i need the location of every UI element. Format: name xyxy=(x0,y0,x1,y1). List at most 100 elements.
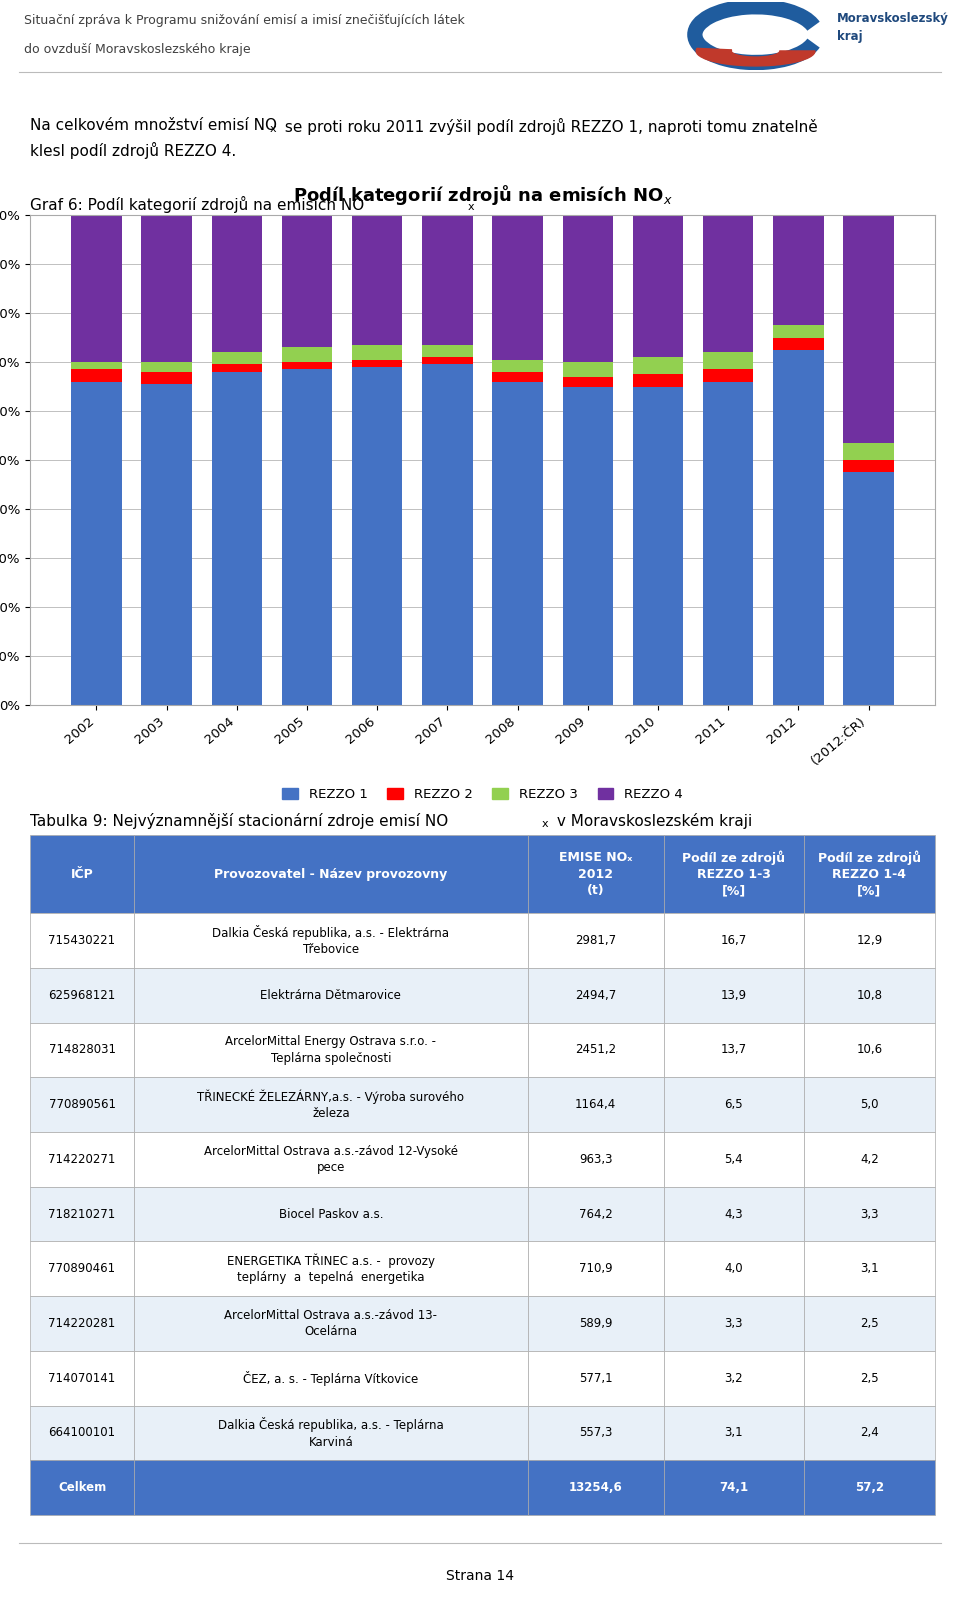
Bar xyxy=(30,1077,134,1133)
Bar xyxy=(663,1461,804,1515)
Text: Strana 14: Strana 14 xyxy=(446,1568,514,1582)
Text: 13,7: 13,7 xyxy=(721,1043,747,1056)
Bar xyxy=(71,381,122,706)
Text: 710,9: 710,9 xyxy=(579,1262,612,1275)
Bar xyxy=(663,1133,804,1187)
Text: x: x xyxy=(468,202,474,211)
Bar xyxy=(528,1350,663,1405)
Text: klesl podíl zdrojů REZZO 4.: klesl podíl zdrojů REZZO 4. xyxy=(30,142,236,158)
Bar xyxy=(563,214,613,362)
Bar xyxy=(804,1350,935,1405)
Text: 4,0: 4,0 xyxy=(725,1262,743,1275)
Text: 770890561: 770890561 xyxy=(49,1098,115,1110)
Bar xyxy=(134,1296,528,1350)
Text: 3,3: 3,3 xyxy=(725,1317,743,1330)
Text: Provozovatel - Název provozovny: Provozovatel - Název provozovny xyxy=(214,867,447,880)
Text: Celkem: Celkem xyxy=(58,1482,107,1494)
Text: EMISE NOₓ
2012
(t): EMISE NOₓ 2012 (t) xyxy=(559,851,633,898)
Bar xyxy=(563,362,613,376)
Bar xyxy=(422,365,472,706)
Bar xyxy=(352,214,402,346)
Bar xyxy=(843,472,894,706)
Bar xyxy=(30,835,134,914)
Bar xyxy=(492,371,542,381)
Text: 2981,7: 2981,7 xyxy=(575,934,616,947)
Bar xyxy=(843,443,894,461)
Text: 589,9: 589,9 xyxy=(579,1317,612,1330)
Title: Podíl kategorií zdrojů na emisích NO$_x$: Podíl kategorií zdrojů na emisích NO$_x$ xyxy=(293,182,672,206)
Bar xyxy=(134,914,528,968)
Bar xyxy=(134,1242,528,1296)
Bar xyxy=(804,1242,935,1296)
Text: 12,9: 12,9 xyxy=(856,934,882,947)
Bar xyxy=(843,214,894,443)
Bar xyxy=(633,374,684,387)
Bar xyxy=(281,370,332,706)
Bar xyxy=(492,381,542,706)
Text: 714070141: 714070141 xyxy=(48,1371,115,1384)
Bar xyxy=(703,370,754,381)
Bar xyxy=(422,357,472,365)
Text: 16,7: 16,7 xyxy=(721,934,747,947)
Bar xyxy=(633,214,684,357)
Text: 5,0: 5,0 xyxy=(860,1098,878,1110)
Bar xyxy=(703,214,754,352)
Bar xyxy=(211,365,262,371)
Text: 2,5: 2,5 xyxy=(860,1371,878,1384)
Text: Elektrárna Dětmarovice: Elektrárna Dětmarovice xyxy=(260,989,401,1002)
Bar xyxy=(804,835,935,914)
Text: 6,5: 6,5 xyxy=(725,1098,743,1110)
Bar xyxy=(281,347,332,362)
Bar xyxy=(30,968,134,1022)
Text: ArcelorMittal Energy Ostrava s.r.o. -
Teplárna společnosti: ArcelorMittal Energy Ostrava s.r.o. - Te… xyxy=(226,1035,437,1064)
Text: ČEZ, a. s. - Teplárna Vítkovice: ČEZ, a. s. - Teplárna Vítkovice xyxy=(243,1371,419,1386)
Bar xyxy=(528,968,663,1022)
Text: Tabulka 9: Nejvýznamnější stacionární zdroje emisí NO: Tabulka 9: Nejvýznamnější stacionární zd… xyxy=(30,813,448,829)
Text: TŘINECKÉ ŽELEZÁRNY,a.s. - Výroba surového
železa: TŘINECKÉ ŽELEZÁRNY,a.s. - Výroba surovéh… xyxy=(198,1090,465,1120)
Text: ENERGETIKA TŘINEC a.s. -  provozy
teplárny  a  tepelná  energetika: ENERGETIKA TŘINEC a.s. - provozy teplárn… xyxy=(227,1253,435,1285)
Bar xyxy=(804,968,935,1022)
Text: Dalkia Česká republika, a.s. - Elektrárna
Třebovice: Dalkia Česká republika, a.s. - Elektrárn… xyxy=(212,925,449,957)
Text: Na celkovém množství emisí NO: Na celkovém množství emisí NO xyxy=(30,118,277,133)
Bar xyxy=(528,1187,663,1242)
Bar xyxy=(528,914,663,968)
Text: 10,8: 10,8 xyxy=(856,989,882,1002)
Bar xyxy=(134,1077,528,1133)
Bar xyxy=(30,1296,134,1350)
Text: 2,4: 2,4 xyxy=(860,1427,878,1440)
Bar xyxy=(528,1405,663,1461)
Text: Podíl ze zdrojů
REZZO 1-4
[%]: Podíl ze zdrojů REZZO 1-4 [%] xyxy=(818,850,921,898)
Text: v Moravskoslezském kraji: v Moravskoslezském kraji xyxy=(552,813,753,829)
Bar xyxy=(563,387,613,706)
Bar xyxy=(30,914,134,968)
Bar xyxy=(804,1405,935,1461)
Bar xyxy=(134,1022,528,1077)
Text: 718210271: 718210271 xyxy=(48,1208,115,1221)
Bar xyxy=(528,1296,663,1350)
Bar xyxy=(141,371,192,384)
Bar xyxy=(633,357,684,374)
Text: 715430221: 715430221 xyxy=(48,934,115,947)
Bar xyxy=(528,1022,663,1077)
Bar xyxy=(528,1077,663,1133)
Bar xyxy=(804,1461,935,1515)
Bar xyxy=(663,835,804,914)
Text: 4,2: 4,2 xyxy=(860,1154,878,1166)
Bar xyxy=(633,387,684,706)
Text: 57,2: 57,2 xyxy=(854,1482,884,1494)
Bar xyxy=(663,1187,804,1242)
Text: 13254,6: 13254,6 xyxy=(568,1482,622,1494)
Bar xyxy=(528,1133,663,1187)
Bar xyxy=(141,214,192,362)
Bar xyxy=(663,1077,804,1133)
Text: 770890461: 770890461 xyxy=(48,1262,115,1275)
Bar xyxy=(492,214,542,360)
Bar xyxy=(804,1296,935,1350)
Text: 10,6: 10,6 xyxy=(856,1043,882,1056)
Bar xyxy=(30,1461,134,1515)
Text: x: x xyxy=(542,819,548,829)
Bar xyxy=(141,362,192,371)
Bar xyxy=(211,371,262,706)
Bar xyxy=(843,461,894,472)
Bar xyxy=(663,1296,804,1350)
